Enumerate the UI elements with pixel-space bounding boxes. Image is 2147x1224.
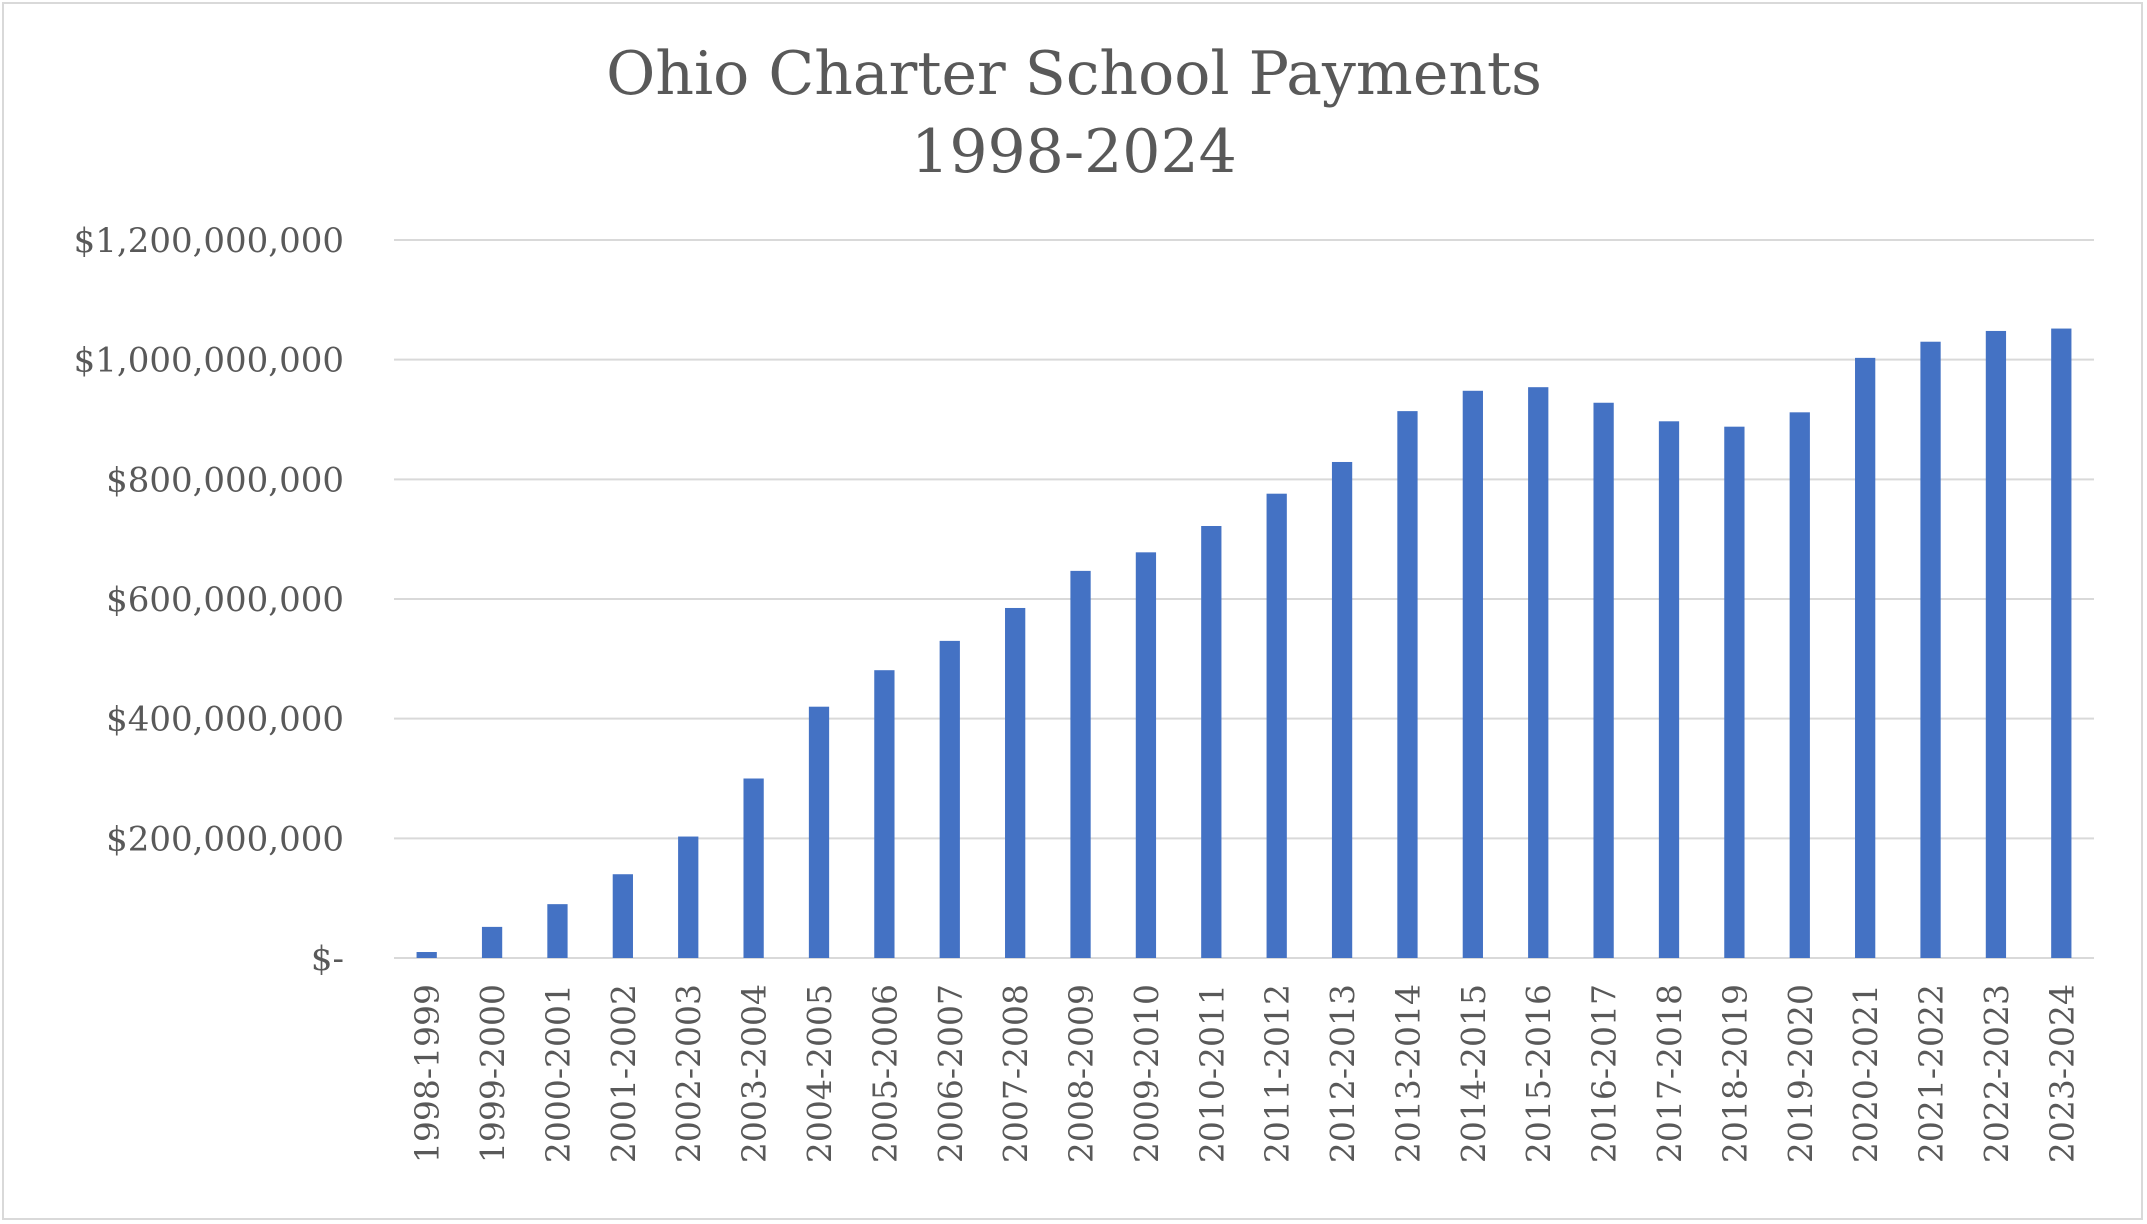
y-axis-tick-labels: $- $200,000,000 $400,000,000 $600,000,000 $8… <box>74 221 344 979</box>
x-tick-label: 2023-2024 <box>2042 984 2081 1163</box>
bar-2020-2021 <box>1855 357 1876 958</box>
y-tick-label: $400,000,000 <box>106 700 344 740</box>
x-tick-label: 2001-2002 <box>604 984 643 1163</box>
x-tick-label: 2019-2020 <box>1781 984 1820 1163</box>
y-tick-label: $800,000,000 <box>106 460 344 500</box>
y-tick-label: $200,000,000 <box>106 819 344 859</box>
x-tick-label: 1998-1999 <box>408 984 447 1163</box>
bar-2012-2013 <box>1331 461 1353 958</box>
bar-2016-2017 <box>1593 402 1614 958</box>
y-tick-label: $1,200,000,000 <box>74 221 344 261</box>
chart-title-line-1: Ohio Charter School Payments <box>606 39 1542 109</box>
bar-1999-2000 <box>481 926 503 958</box>
bar-2011-2012 <box>1266 493 1287 958</box>
bar-2003-2004 <box>743 778 764 958</box>
x-tick-label: 2010-2011 <box>1192 984 1231 1163</box>
x-tick-label: 2007-2008 <box>996 984 1035 1163</box>
x-tick-label: 2018-2019 <box>1715 984 1754 1163</box>
x-tick-label: 2005-2006 <box>865 984 904 1163</box>
bar-2000-2001 <box>547 904 568 958</box>
x-tick-label: 2013-2014 <box>1388 984 1427 1163</box>
x-tick-label: 2011-2012 <box>1258 984 1297 1163</box>
chart-title-line-2: 1998-2024 <box>911 117 1237 187</box>
x-tick-label: 2008-2009 <box>1062 984 1101 1163</box>
bar-2002-2003 <box>678 836 699 958</box>
bar-2018-2019 <box>1724 426 1745 958</box>
bar-2014-2015 <box>1462 390 1483 958</box>
bar-2009-2010 <box>1135 552 1157 958</box>
x-tick-label: 2004-2005 <box>800 984 839 1163</box>
x-tick-label: 2002-2003 <box>669 984 708 1163</box>
bar-2010-2011 <box>1201 526 1222 958</box>
chart-svg: Ohio Charter School Payments 1998-2024 $… <box>74 39 2094 1163</box>
y-tick-label: $- <box>311 939 344 979</box>
y-tick-label: $600,000,000 <box>106 580 344 620</box>
x-tick-label: 2020-2021 <box>1846 984 1885 1163</box>
bar-2008-2009 <box>1070 570 1091 958</box>
x-tick-label: 1999-2000 <box>473 984 512 1163</box>
x-tick-label: 2006-2007 <box>931 984 970 1163</box>
bar-2004-2005 <box>808 706 830 958</box>
x-axis-tick-labels: 1998-1999 1999-2000 2000-2001 2001-2002 2002… <box>408 984 2082 1163</box>
x-tick-label: 2017-2018 <box>1650 984 1689 1163</box>
x-tick-label: 2015-2016 <box>1519 984 1558 1163</box>
bar-2023-2024 <box>2051 328 2072 958</box>
bar-2007-2008 <box>1005 607 1026 958</box>
bar-2017-2018 <box>1658 421 1680 958</box>
bar-2021-2022 <box>1920 341 1941 958</box>
x-tick-label: 2012-2013 <box>1323 984 1362 1163</box>
x-tick-label: 2022-2023 <box>1977 984 2016 1163</box>
x-tick-label: 2021-2022 <box>1912 984 1951 1163</box>
bars <box>416 328 2072 959</box>
bar-2019-2020 <box>1789 412 1810 958</box>
bar-2022-2023 <box>1985 330 2007 958</box>
bar-2015-2016 <box>1528 387 1549 958</box>
x-tick-label: 2009-2010 <box>1127 984 1166 1163</box>
x-tick-label: 2003-2004 <box>735 984 774 1163</box>
bar-1998-1999 <box>416 952 437 958</box>
y-tick-label: $1,000,000,000 <box>74 341 344 381</box>
bar-2013-2014 <box>1397 411 1418 959</box>
bar-2006-2007 <box>939 640 960 958</box>
bar-2001-2002 <box>612 874 633 958</box>
bar-2005-2006 <box>874 670 895 958</box>
x-tick-label: 2014-2015 <box>1454 984 1493 1163</box>
x-tick-label: 2016-2017 <box>1585 984 1624 1163</box>
gridlines <box>394 239 2094 959</box>
x-tick-label: 2000-2001 <box>538 984 577 1163</box>
